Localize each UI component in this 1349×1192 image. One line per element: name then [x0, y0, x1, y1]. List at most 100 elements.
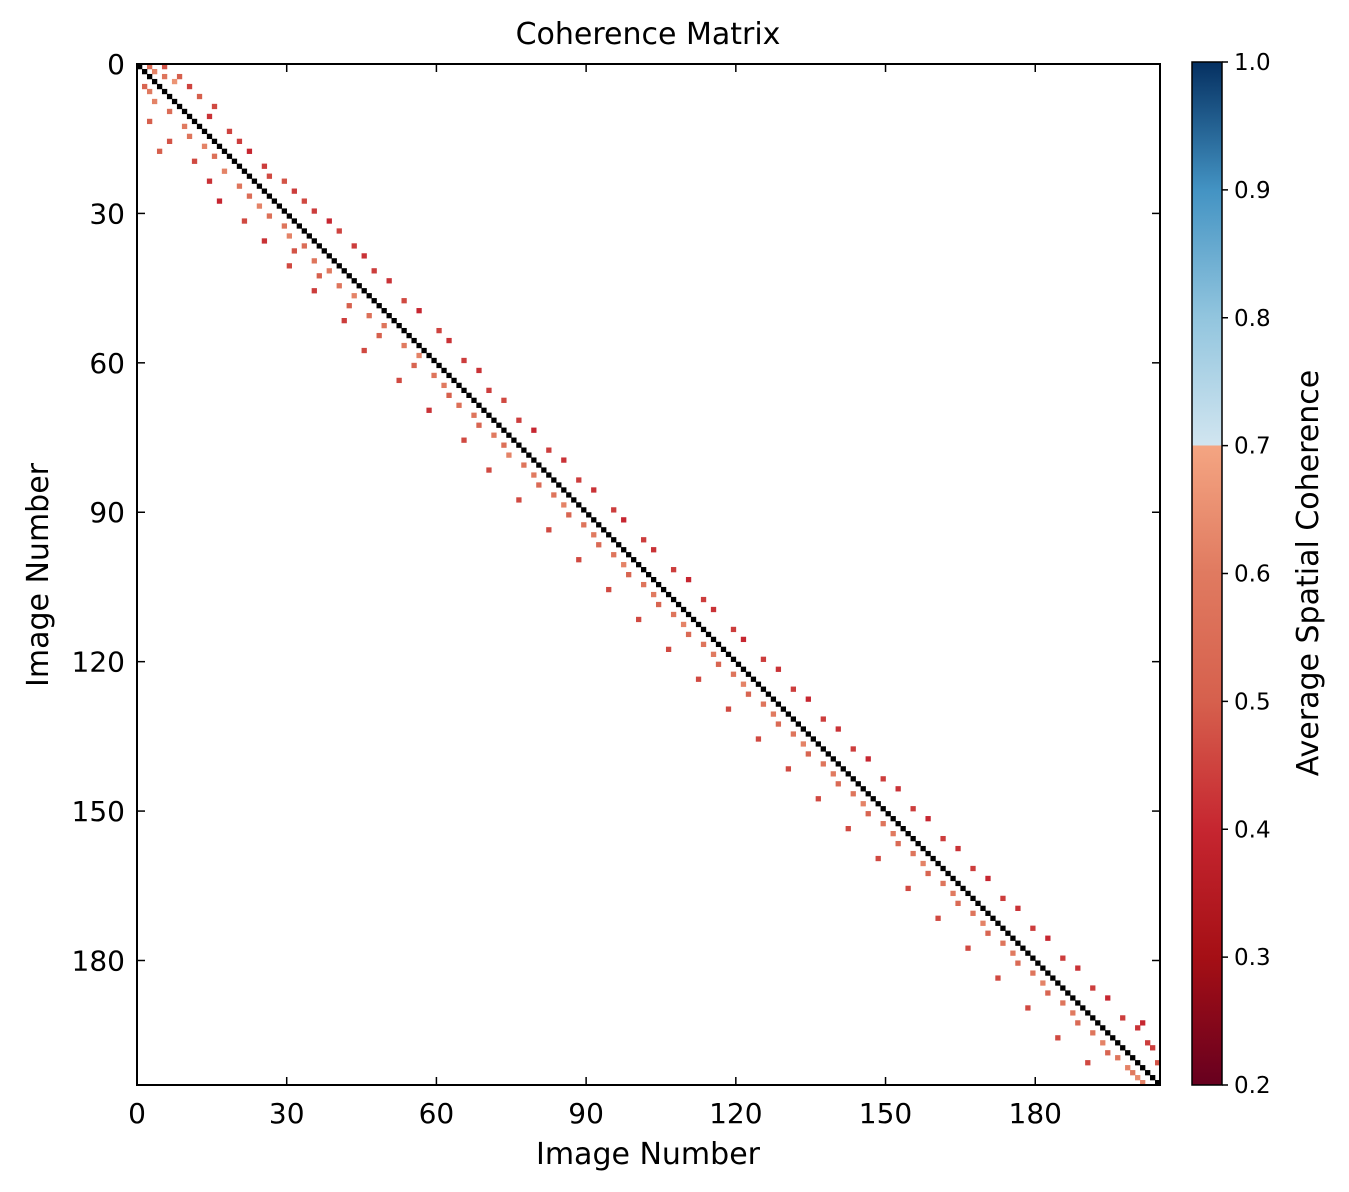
diagonal-cell — [875, 801, 881, 807]
diagonal-cell — [1155, 1080, 1160, 1085]
heatmap-cell — [1060, 1000, 1066, 1006]
diagonal-cell — [785, 711, 792, 717]
heatmap-cell — [361, 253, 367, 259]
heatmap-cell — [461, 437, 467, 443]
heatmap-cell — [925, 870, 931, 877]
heatmap-cell — [880, 776, 886, 782]
diagonal-cell — [870, 796, 876, 802]
heatmap-cell — [441, 382, 447, 389]
diagonal-cell — [845, 771, 851, 777]
diagonal-cell — [466, 392, 472, 398]
heatmap-cell — [655, 601, 662, 608]
heatmap-diagonal — [137, 64, 1160, 1085]
heatmap-cell — [755, 736, 762, 742]
heatmap-cell — [685, 631, 692, 638]
diagonal-cell — [1070, 995, 1076, 1001]
heatmap-cell — [626, 572, 632, 578]
diagonal-cell — [546, 472, 552, 478]
heatmap-cell — [516, 417, 522, 423]
heatmap-cell — [1045, 990, 1051, 996]
heatmap-cell — [236, 183, 243, 189]
diagonal-cell — [985, 910, 991, 916]
diagonal-cell — [665, 591, 672, 598]
diagonal-cell — [1055, 980, 1061, 986]
diagonal-cell — [156, 83, 163, 90]
heatmap-cell — [196, 93, 203, 100]
heatmap-cell — [416, 308, 422, 314]
diagonal-cell — [1060, 985, 1066, 991]
y-tick-label: 60 — [89, 347, 125, 380]
heatmap-cell — [665, 646, 672, 652]
colorbar-tick-label: 0.6 — [1234, 562, 1271, 588]
colorbar: 0.2 0.3 0.4 0.5 0.6 0.7 0.8 0.9 1.0 Average Spat… — [1191, 50, 1326, 1099]
diagonal-cell — [196, 123, 203, 130]
diagonal-cell — [161, 88, 168, 95]
heatmap-cell — [346, 303, 352, 309]
heatmap-cell — [316, 273, 322, 279]
heatmap-cell — [1125, 1065, 1131, 1071]
heatmap-cell — [621, 562, 627, 568]
diagonal-cell — [331, 258, 337, 264]
heatmap-cell — [186, 133, 193, 140]
plot-area: 0 30 60 90 120 150 180 0 30 60 90 120 150 180 — [72, 48, 1161, 1130]
heatmap-cell — [291, 188, 297, 194]
diagonal-cell — [261, 188, 268, 194]
heatmap-cell — [830, 771, 836, 777]
heatmap-cell — [835, 726, 841, 732]
diagonal-cell — [685, 611, 692, 618]
heatmap-cell — [710, 606, 717, 613]
heatmap-cell — [181, 123, 188, 130]
heatmap-cell — [815, 796, 821, 802]
heatmap-cell — [950, 890, 956, 897]
heatmap-cell — [191, 158, 198, 164]
diagonal-cell — [1100, 1025, 1106, 1031]
diagonal-cell — [476, 402, 482, 408]
heatmap-cell — [1040, 980, 1046, 986]
diagonal-cell — [556, 482, 562, 488]
diagonal-cell — [581, 507, 587, 513]
heatmap-cell — [531, 427, 537, 433]
diagonal-cell — [461, 387, 467, 394]
heatmap-cell — [286, 233, 292, 239]
diagonal-cell — [536, 462, 542, 468]
diagonal-cell — [516, 442, 522, 448]
diagonal-cell — [765, 691, 772, 697]
diagonal-cell — [506, 432, 512, 438]
diagonal-cell — [890, 816, 896, 822]
heatmap-cell — [1130, 1070, 1136, 1076]
diagonal-cell — [720, 646, 727, 652]
diagonal-cell — [880, 806, 886, 812]
diagonal-cell — [146, 73, 153, 80]
diagonal-cell — [885, 811, 891, 817]
heatmap-cell — [1135, 1075, 1141, 1081]
heatmap-cell — [576, 477, 582, 483]
heatmap-cell — [216, 198, 223, 204]
diagonal-cell — [321, 248, 327, 254]
heatmap-cell — [745, 691, 752, 697]
heatmap-cell — [980, 920, 986, 926]
diagonal-cell — [391, 318, 397, 324]
diagonal-cell — [431, 357, 437, 364]
diagonal-cell — [690, 616, 697, 623]
diagonal-cell — [496, 422, 502, 428]
heatmap-cell — [401, 298, 407, 304]
diagonal-cell — [850, 776, 856, 782]
diagonal-cell — [411, 337, 417, 344]
heatmap-cell — [1015, 960, 1021, 966]
diagonal-cell — [246, 173, 253, 179]
heatmap-cell — [895, 786, 901, 792]
diagonal-cell — [271, 198, 278, 204]
diagonal-cell — [1050, 975, 1056, 981]
heatmap-cell — [426, 407, 432, 413]
heatmap-cell — [1085, 1060, 1091, 1066]
heatmap-cell — [201, 143, 208, 149]
heatmap-cell — [955, 845, 961, 852]
diagonal-cell — [221, 148, 228, 154]
heatmap-cell — [161, 73, 168, 80]
x-tick-label: 60 — [419, 1097, 455, 1130]
diagonal-cell — [651, 576, 657, 583]
diagonal-cell — [511, 437, 517, 443]
heatmap-cell — [920, 860, 926, 867]
diagonal-cell — [291, 218, 297, 224]
diagonal-cell — [715, 641, 722, 648]
